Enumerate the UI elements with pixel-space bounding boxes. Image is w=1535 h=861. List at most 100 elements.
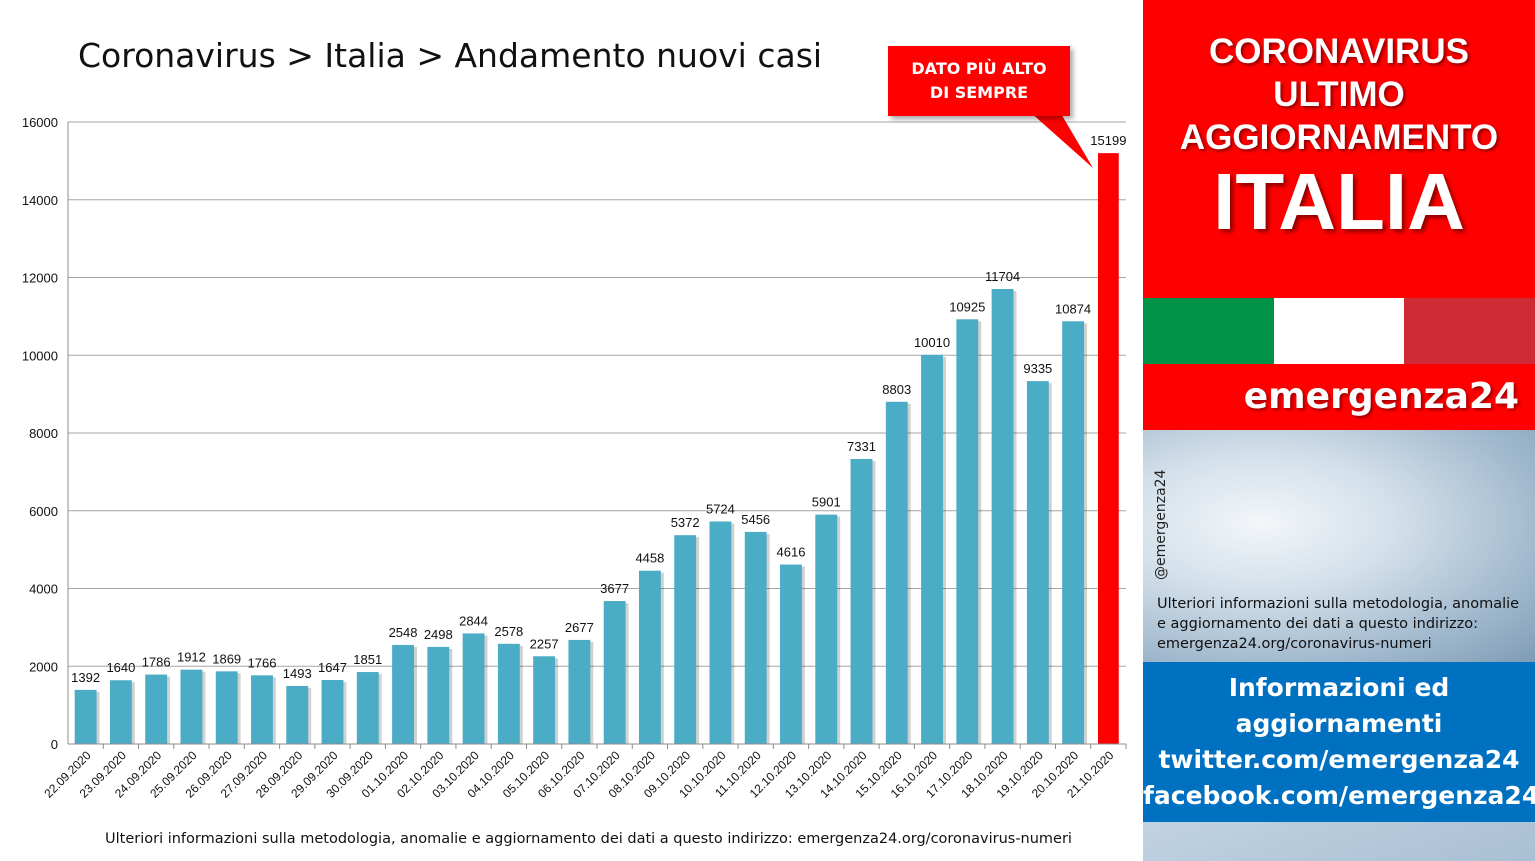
bar: [427, 646, 450, 744]
sidebar-header: CORONAVIRUS ULTIMO AGGIORNAMENTO ITALIA: [1143, 0, 1535, 298]
y-tick-label: 2000: [29, 659, 58, 674]
bar: [145, 674, 168, 744]
bar: [251, 675, 273, 744]
sidebar-line-1: CORONAVIRUS: [1209, 32, 1469, 71]
bar: [850, 459, 873, 744]
data-label: 4616: [777, 545, 806, 560]
record-callout: DATO PIÙ ALTO DI SEMPRE: [888, 46, 1070, 116]
data-label: 2548: [389, 625, 418, 640]
bar: [356, 672, 379, 744]
y-tick-label: 12000: [22, 271, 58, 286]
sidebar-country: ITALIA: [1213, 157, 1465, 246]
bar: [533, 656, 556, 744]
bar: [885, 401, 908, 744]
bar: [215, 671, 238, 744]
social-line-2: aggiornamenti: [1235, 709, 1443, 738]
info-line-1: Ulteriori informazioni sulla metodologia…: [1157, 596, 1520, 612]
data-label: 1493: [283, 666, 312, 681]
y-tick-label: 6000: [29, 504, 58, 519]
sidebar-line-3: AGGIORNAMENTO: [1179, 118, 1499, 157]
flag-stripe-green: [1143, 298, 1274, 364]
bar: [1062, 321, 1085, 744]
data-label: 4458: [635, 551, 664, 566]
bar: [286, 685, 309, 744]
bar: [780, 564, 802, 744]
data-label: 9335: [1023, 361, 1052, 376]
bar: [603, 601, 626, 744]
bar: [109, 680, 132, 744]
data-label: 1786: [142, 655, 171, 670]
data-label: 2578: [494, 624, 523, 639]
brand-name: emergenza24: [1243, 376, 1519, 417]
bar: [462, 633, 485, 744]
y-tick-label: 4000: [29, 582, 58, 597]
y-tick-label: 10000: [22, 348, 58, 363]
bar: [638, 570, 661, 744]
data-label: 5456: [741, 512, 770, 527]
twitter-link[interactable]: twitter.com/emergenza24: [1158, 745, 1520, 774]
data-label: 1851: [353, 652, 382, 667]
data-label: 1912: [177, 650, 206, 665]
y-tick-label: 0: [51, 737, 58, 752]
data-label: 11704: [985, 269, 1020, 284]
y-tick-label: 8000: [29, 426, 58, 441]
info-line-3: emergenza24.org/coronavirus-numeri: [1157, 636, 1432, 652]
data-label: 10874: [1055, 301, 1091, 316]
data-label: 7331: [847, 439, 876, 454]
bar: [956, 319, 979, 744]
bar: [74, 689, 97, 744]
data-label: 2498: [424, 627, 453, 642]
bar: [180, 669, 203, 744]
bar: [991, 289, 1014, 744]
italian-flag: [1143, 298, 1535, 364]
data-label: 1647: [318, 660, 347, 675]
bar: [1097, 153, 1119, 745]
callout-pointer: [1030, 112, 1093, 168]
social-handle: @emergenza24: [1153, 469, 1169, 581]
info-line-2: e aggiornamento dei dati a questo indiri…: [1157, 616, 1479, 632]
brand-bar: emergenza24: [1143, 364, 1535, 430]
bar: [321, 679, 344, 744]
data-label: 5724: [706, 501, 735, 516]
flag-stripe-white: [1273, 298, 1405, 364]
data-label: 2844: [459, 613, 488, 628]
facebook-link[interactable]: facebook.com/emergenza24: [1143, 781, 1535, 810]
flag-stripe-red: [1404, 298, 1535, 364]
page-title: Coronavirus > Italia > Andamento nuovi c…: [78, 36, 823, 75]
sidebar: CORONAVIRUS ULTIMO AGGIORNAMENTO ITALIA …: [1143, 0, 1535, 861]
data-label: 15199: [1090, 133, 1126, 148]
data-label: 5372: [671, 515, 700, 530]
social-links-box: Informazioni ed aggiornamenti twitter.co…: [1143, 662, 1535, 822]
data-label: 1869: [212, 651, 241, 666]
data-label: 3677: [600, 581, 629, 596]
footnote: Ulteriori informazioni sulla metodologia…: [105, 831, 1072, 847]
data-label: 1392: [71, 670, 100, 685]
background-photo: @emergenza24 Ulteriori informazioni sull…: [1143, 430, 1535, 662]
data-label: 2677: [565, 620, 594, 635]
methodology-note: Ulteriori informazioni sulla metodologia…: [1157, 594, 1527, 654]
bar: [1026, 381, 1049, 744]
bar-chart: 0 2000 4000 6000 8000 10000 12000 14000 16000 139…: [22, 115, 1127, 801]
data-label: 2257: [530, 636, 559, 651]
callout-line-2: DI SEMPRE: [929, 83, 1029, 102]
sidebar-line-2: ULTIMO: [1273, 75, 1405, 114]
bar: [392, 644, 414, 744]
bar: [709, 521, 732, 744]
bar: [497, 643, 520, 744]
data-label: 8803: [882, 382, 911, 397]
data-label: 10925: [949, 299, 985, 314]
bar: [674, 535, 697, 744]
bar: [568, 639, 591, 744]
bar: [744, 531, 767, 744]
chart-panel: Coronavirus > Italia > Andamento nuovi c…: [21, 36, 1127, 847]
y-tick-label: 16000: [22, 115, 58, 130]
data-label: 5901: [812, 495, 841, 510]
data-label: 1766: [248, 655, 277, 670]
bar: [921, 354, 943, 744]
bar: [815, 514, 838, 744]
social-line-1: Informazioni ed: [1228, 673, 1450, 702]
data-label: 10010: [914, 335, 950, 350]
data-label: 1640: [106, 660, 135, 675]
y-tick-label: 14000: [22, 193, 58, 208]
callout-line-1: DATO PIÙ ALTO: [911, 59, 1047, 78]
